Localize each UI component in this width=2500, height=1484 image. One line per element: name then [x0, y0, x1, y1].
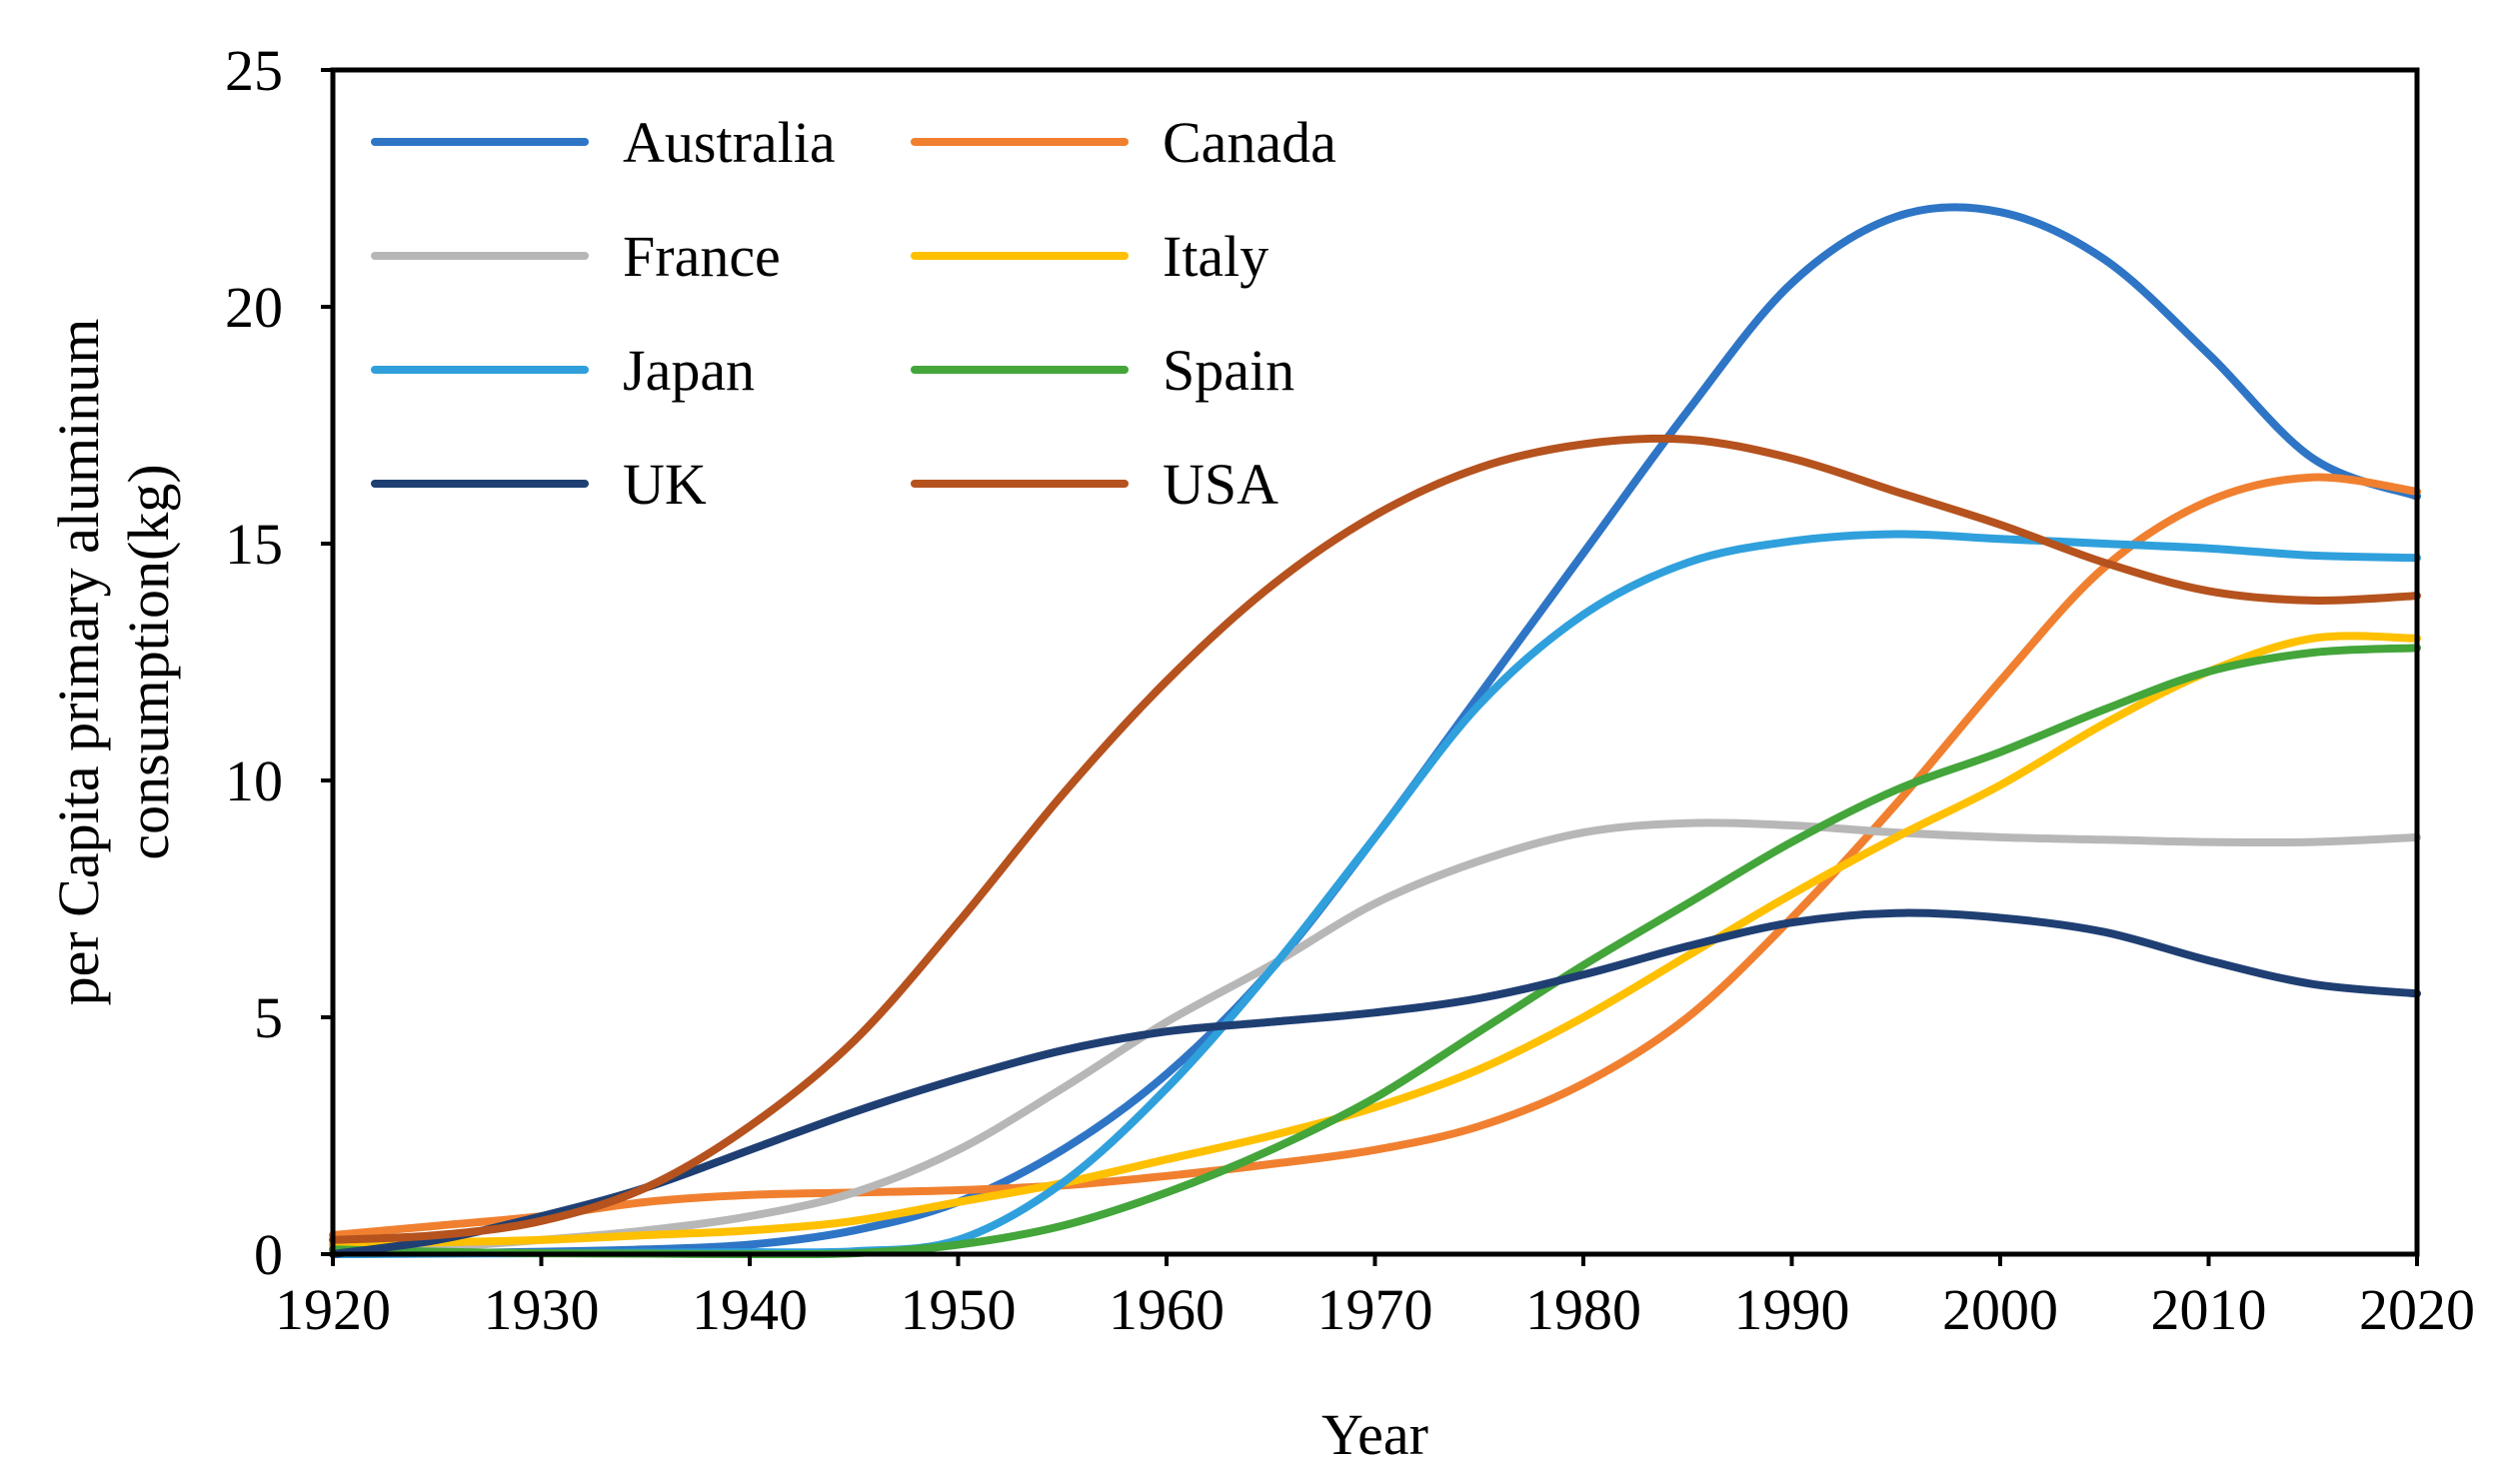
x-axis-title: Year: [1321, 1402, 1428, 1467]
series-line-italy: [329, 632, 2421, 1249]
legend-label-uk: UK: [623, 452, 707, 517]
legend-label-france: France: [623, 224, 781, 289]
y-tick-label-20: 20: [225, 275, 283, 340]
x-tick-label-1990: 1990: [1734, 1277, 1850, 1342]
legend: Australia Canada France Italy Japan Spain UK US…: [371, 110, 1336, 517]
x-tick-label-1980: 1980: [1525, 1277, 1641, 1342]
x-tick-label-1950: 1950: [901, 1277, 1017, 1342]
y-tick-label-5: 5: [254, 985, 283, 1050]
series-line-canada: [329, 473, 2421, 1239]
y-tick-label-25: 25: [225, 38, 283, 103]
y-tick-label-15: 15: [225, 512, 283, 577]
x-tick-label-1940: 1940: [692, 1277, 808, 1342]
y-axis-title-line-1: per Capita primary aluminum: [46, 319, 111, 1006]
legend-label-australia: Australia: [623, 110, 836, 175]
legend-label-canada: Canada: [1163, 110, 1336, 175]
legend-label-italy: Italy: [1163, 224, 1268, 289]
x-tick-label-2020: 2020: [2359, 1277, 2475, 1342]
legend-label-spain: Spain: [1163, 338, 1294, 403]
x-tick-label-2000: 2000: [1942, 1277, 2058, 1342]
x-tick-label-2010: 2010: [2151, 1277, 2267, 1342]
series-line-uk: [329, 908, 2421, 1258]
y-axis-title-line-2: consumption(kg): [116, 464, 181, 859]
y-axis-ticks: 0 5 10 15 20 25: [225, 38, 333, 1287]
x-axis-ticks: 1920 1930 1940 1950 1960 1970 1980 1990 2000 2010…: [275, 1254, 2475, 1342]
x-tick-label-1930: 1930: [484, 1277, 600, 1342]
legend-label-japan: Japan: [623, 338, 755, 403]
x-tick-label-1920: 1920: [275, 1277, 391, 1342]
y-tick-label-10: 10: [225, 748, 283, 813]
series-line-spain: [329, 644, 2421, 1259]
x-tick-label-1970: 1970: [1317, 1277, 1433, 1342]
series-line-usa: [329, 434, 2421, 1244]
y-tick-label-0: 0: [254, 1222, 283, 1287]
legend-label-usa: USA: [1163, 452, 1278, 517]
y-axis-title: per Capita primary aluminum consumption(…: [46, 319, 181, 1006]
series-line-france: [329, 818, 2421, 1254]
x-tick-label-1960: 1960: [1109, 1277, 1225, 1342]
